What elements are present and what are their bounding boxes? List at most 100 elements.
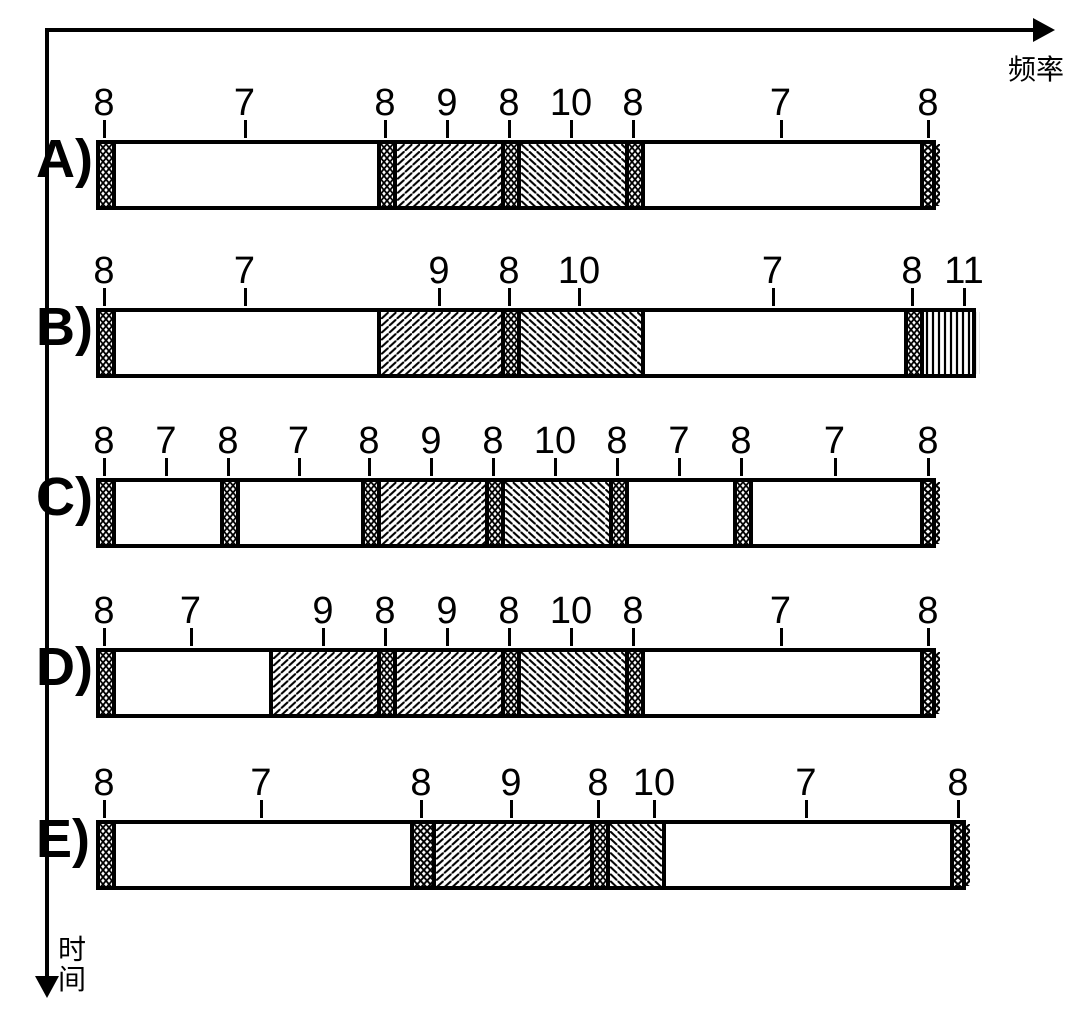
bar-B [96, 308, 976, 378]
segment [629, 482, 737, 544]
bar-E [96, 820, 966, 890]
segment-label: 7 [250, 762, 271, 805]
bar-C [96, 478, 936, 548]
segment-label: 7 [824, 420, 845, 463]
segment [924, 312, 980, 374]
row-label-A: A) [36, 128, 93, 190]
leader-line [446, 120, 449, 138]
diagram-canvas: 频率 时 间 A) [0, 0, 1080, 1015]
leader-line [927, 458, 930, 476]
segment-label: 8 [93, 762, 114, 805]
segment-label: 7 [234, 82, 255, 125]
segment [381, 144, 397, 206]
segment [100, 824, 116, 886]
segment-label: 11 [944, 250, 983, 293]
segment [610, 824, 666, 886]
leader-line [616, 458, 619, 476]
leader-line [632, 628, 635, 646]
leader-line [103, 800, 106, 818]
leader-line [508, 120, 511, 138]
leader-line [322, 628, 325, 646]
bar-D [96, 648, 936, 718]
segment [645, 144, 924, 206]
segment-label: 8 [730, 420, 751, 463]
segment [116, 312, 381, 374]
segment [737, 482, 753, 544]
segment [100, 312, 116, 374]
leader-line [508, 288, 511, 306]
segment-label: 9 [436, 590, 457, 633]
segment-label: 10 [550, 82, 592, 125]
segment-label: 8 [93, 590, 114, 633]
row-label-D: D) [36, 636, 93, 698]
segment-label: 8 [374, 82, 395, 125]
segment-label: 9 [500, 762, 521, 805]
row-label-C: C) [36, 466, 93, 528]
segment [397, 652, 505, 714]
leader-line [772, 288, 775, 306]
segment [116, 824, 414, 886]
segment-label: 8 [358, 420, 379, 463]
leader-line [597, 800, 600, 818]
leader-line [780, 120, 783, 138]
leader-line [957, 800, 960, 818]
segment-label: 7 [770, 82, 791, 125]
x-axis-arrow [1033, 18, 1055, 42]
segment-label: 8 [498, 590, 519, 633]
leader-line [492, 458, 495, 476]
leader-line [834, 458, 837, 476]
segment-label: 8 [917, 82, 938, 125]
leader-line [244, 120, 247, 138]
leader-line [384, 628, 387, 646]
segment [521, 652, 629, 714]
y-axis-arrow [35, 976, 59, 998]
segment [489, 482, 505, 544]
segment-label: 9 [312, 590, 333, 633]
leader-line [570, 120, 573, 138]
segment-label: 8 [93, 420, 114, 463]
segment-label: 8 [498, 82, 519, 125]
segment [505, 652, 521, 714]
row-label-B: B) [36, 296, 93, 358]
segment-label: 8 [622, 590, 643, 633]
bar-A [96, 140, 936, 210]
segment-label: 7 [795, 762, 816, 805]
leader-line [103, 120, 106, 138]
leader-line [653, 800, 656, 818]
leader-line [103, 628, 106, 646]
leader-line [446, 628, 449, 646]
segment [954, 824, 970, 886]
segment-label: 7 [288, 420, 309, 463]
leader-line [508, 628, 511, 646]
segment-label: 8 [482, 420, 503, 463]
segment-label: 7 [180, 590, 201, 633]
segment-label: 8 [498, 250, 519, 293]
x-axis-label: 频率 [1008, 48, 1064, 88]
segment [116, 482, 224, 544]
leader-line [430, 458, 433, 476]
segment-label: 9 [420, 420, 441, 463]
segment [116, 144, 381, 206]
segment [645, 312, 908, 374]
segment-label: 8 [606, 420, 627, 463]
segment-label: 7 [234, 250, 255, 293]
leader-line [260, 800, 263, 818]
segment-label: 8 [93, 250, 114, 293]
segment-label: 10 [550, 590, 592, 633]
segment [381, 652, 397, 714]
segment-label: 8 [587, 762, 608, 805]
segment-label: 10 [534, 420, 576, 463]
segment-label: 8 [410, 762, 431, 805]
segment [100, 482, 116, 544]
segment [908, 312, 924, 374]
row-label-E: E) [36, 808, 90, 870]
segment [594, 824, 610, 886]
leader-line [678, 458, 681, 476]
segment-label: 8 [217, 420, 238, 463]
segment [240, 482, 365, 544]
segment [397, 144, 505, 206]
leader-line [420, 800, 423, 818]
segment-label: 9 [436, 82, 457, 125]
leader-line [740, 458, 743, 476]
segment [521, 144, 629, 206]
